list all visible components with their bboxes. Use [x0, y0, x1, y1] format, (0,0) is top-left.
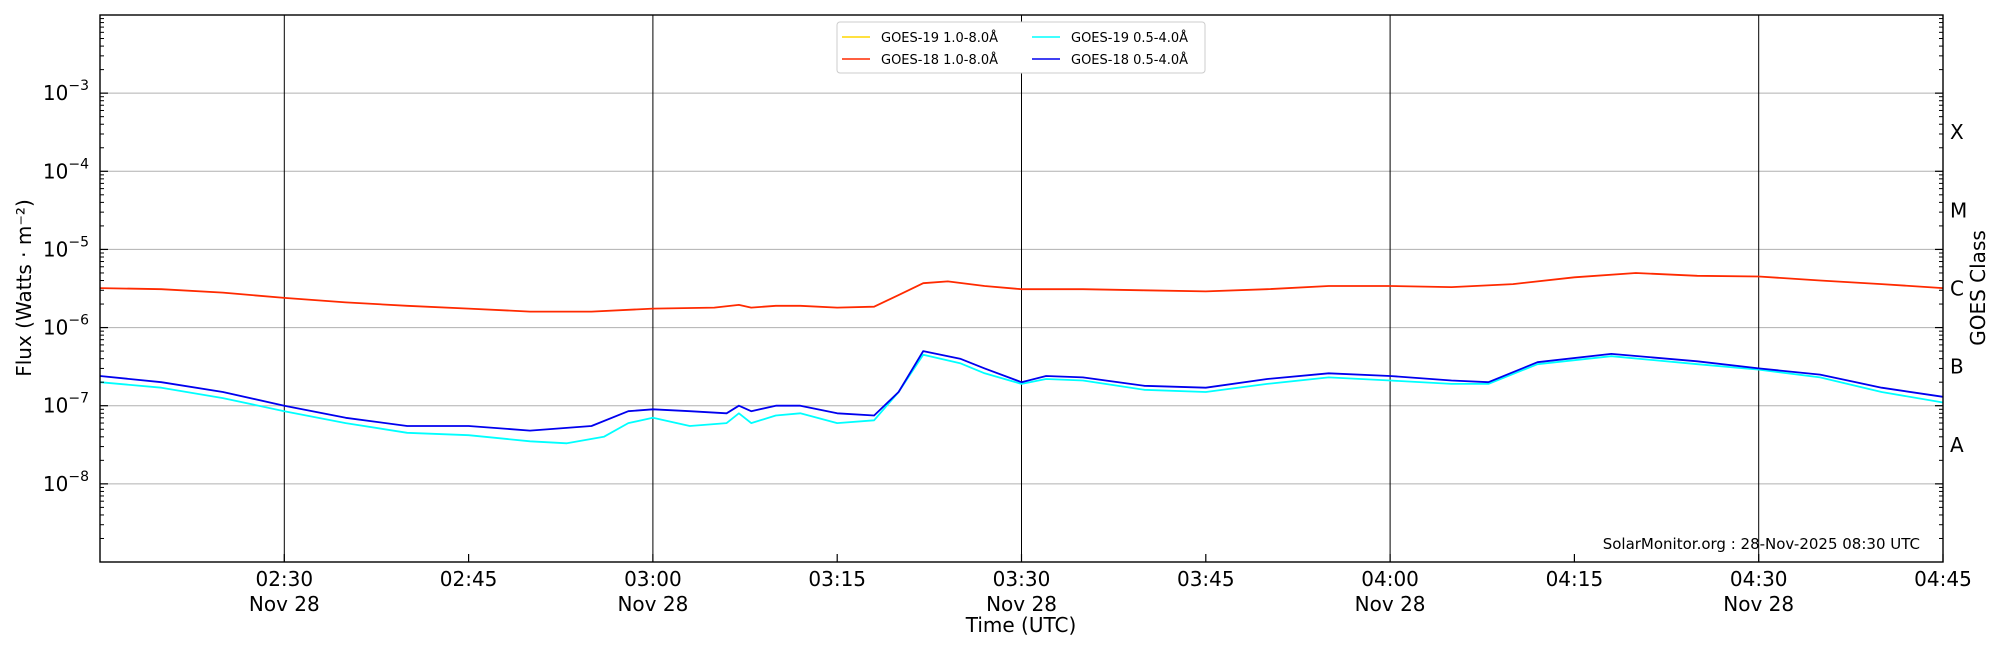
y-tick-label: 10−5: [43, 234, 89, 261]
y-tick-base: 10: [43, 237, 68, 261]
x-tick-label-time: 04:30: [1730, 567, 1788, 591]
x-tick-label-date: Nov 28: [1355, 592, 1426, 616]
x-tick-label-time: 04:00: [1361, 567, 1419, 591]
x-tick-label-date: Nov 28: [986, 592, 1057, 616]
x-tick-label-time: 03:15: [808, 567, 866, 591]
y-tick-label: 10−4: [43, 156, 89, 183]
legend-box: [836, 21, 1206, 74]
y-tick-base: 10: [43, 394, 68, 418]
x-tick-label-time: 02:30: [255, 567, 313, 591]
legend: GOES-19 1.0-8.0Å GOES-18 1.0-8.0Å GOES-19 …: [836, 21, 1206, 74]
y-tick-base: 10: [43, 472, 68, 496]
x-tick-label-date: Nov 28: [617, 592, 688, 616]
goes-class-label-x: X: [1950, 120, 1964, 144]
y-tick-label: 10−7: [43, 391, 89, 418]
y-tick-exponent: −6: [68, 313, 89, 329]
goes-class-labels: A B C M X: [1950, 120, 1967, 457]
y-tick-label: 10−3: [43, 78, 89, 105]
legend-label: GOES-19 1.0-8.0Å: [881, 30, 998, 46]
y-tick-exponent: −4: [68, 156, 89, 172]
y-tick-label: 10−6: [43, 313, 89, 340]
series-layer: [99, 272, 1944, 445]
y-axis-ticks: 10−810−710−610−510−410−3: [43, 18, 1943, 539]
goes-class-label-c: C: [1950, 277, 1964, 301]
y-tick-exponent: −8: [68, 469, 89, 485]
goes-class-label-m: M: [1950, 198, 1967, 222]
y-tick-label: 10−8: [43, 469, 89, 496]
y-tick-base: 10: [43, 81, 68, 105]
y-tick-exponent: −5: [68, 234, 89, 250]
x-tick-label-time: 04:15: [1546, 567, 1604, 591]
credit-text: SolarMonitor.org : 28-Nov-2025 08:30 UTC: [1603, 535, 1920, 553]
x-tick-label-time: 02:45: [440, 567, 498, 591]
legend-label: GOES-18 0.5-4.0Å: [1071, 52, 1188, 68]
x-tick-label-time: 04:45: [1914, 567, 1972, 591]
y-tick-base: 10: [43, 159, 68, 183]
legend-label: GOES-18 1.0-8.0Å: [881, 52, 998, 68]
grid-layer: [100, 15, 1943, 562]
series-line-3: [99, 350, 1944, 432]
x-axis-title: Time (UTC): [965, 613, 1077, 637]
x-tick-label-time: 03:00: [624, 567, 682, 591]
y-tick-exponent: −3: [68, 78, 89, 94]
y-axis-title: Flux (Watts · m⁻²): [12, 199, 36, 377]
x-tick-label-time: 03:30: [993, 567, 1051, 591]
x-tick-label-time: 03:45: [1177, 567, 1235, 591]
series-line-1: [99, 272, 1944, 313]
y-tick-exponent: −7: [68, 391, 89, 407]
legend-label: GOES-19 0.5-4.0Å: [1071, 30, 1188, 46]
goes-class-label-a: A: [1950, 433, 1964, 457]
y-tick-base: 10: [43, 316, 68, 340]
x-tick-label-date: Nov 28: [249, 592, 320, 616]
x-tick-label-date: Nov 28: [1723, 592, 1794, 616]
right-axis-title: GOES Class: [1966, 230, 1990, 346]
goes-class-label-b: B: [1950, 355, 1964, 379]
